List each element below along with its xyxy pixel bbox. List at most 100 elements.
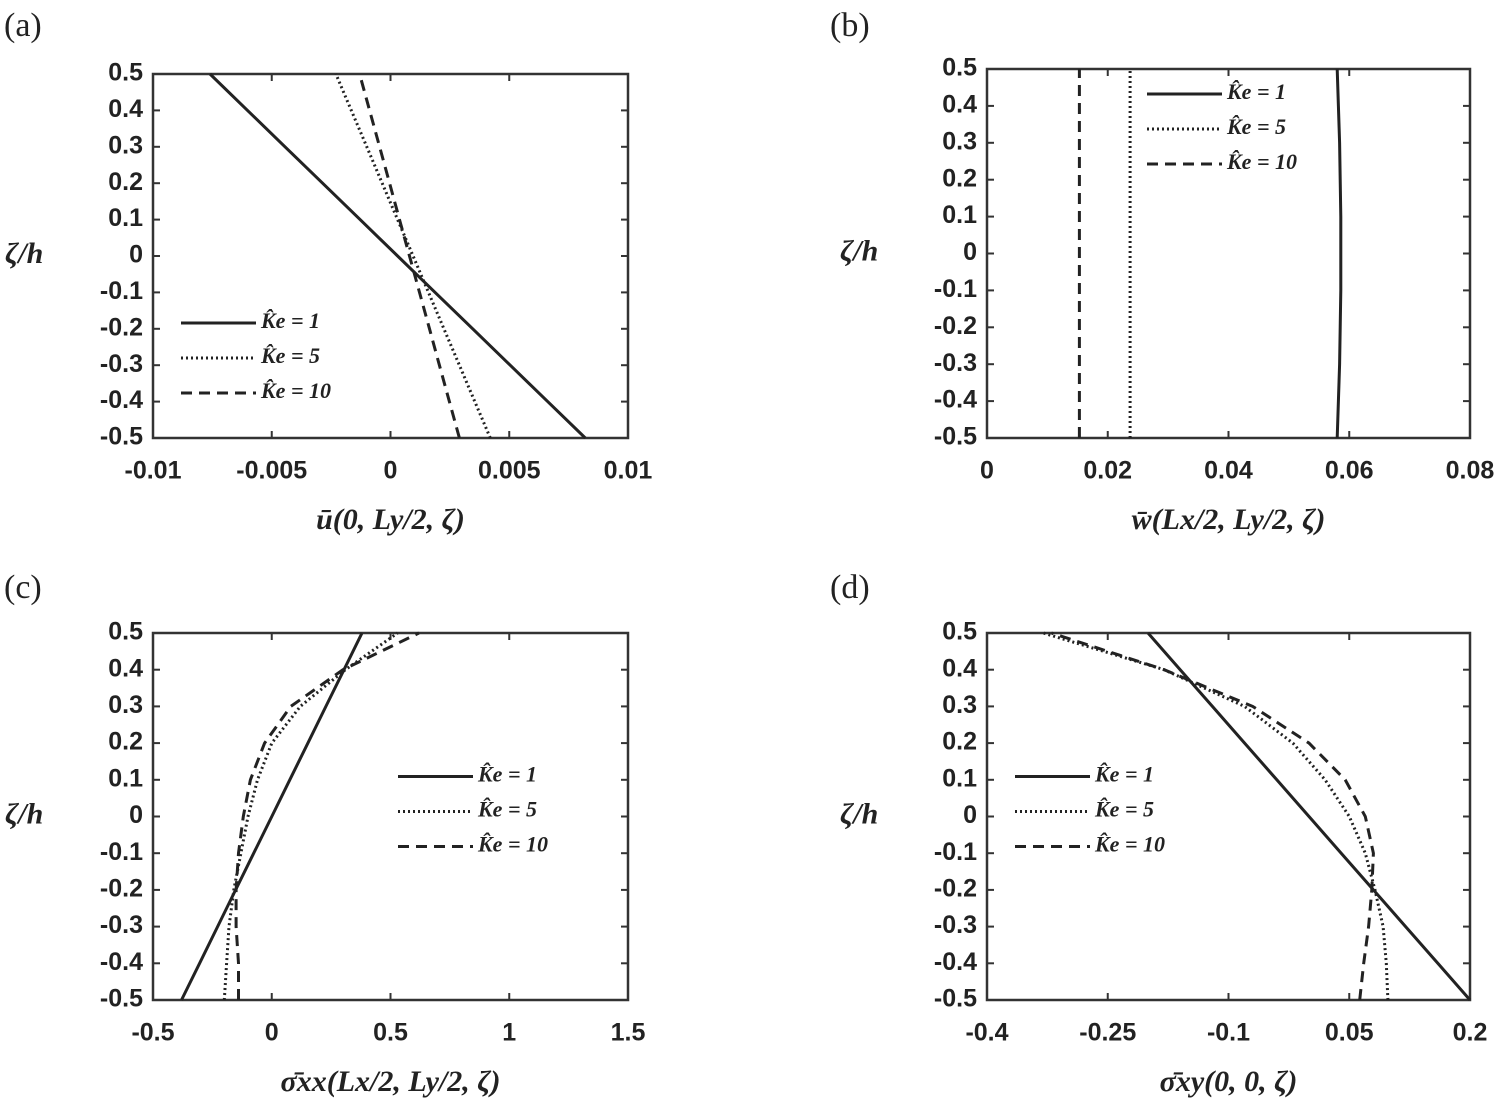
x-tick-label: 0.005	[478, 457, 541, 485]
series-line	[358, 73, 461, 439]
y-tick-label: 0.4	[108, 654, 143, 682]
y-tick-label: 0.5	[942, 54, 977, 82]
x-tick-label: 0.08	[1446, 457, 1495, 485]
panel-label: (c)	[4, 569, 42, 606]
y-tick-label: -0.5	[100, 985, 143, 1013]
y-tick-label: -0.3	[934, 911, 977, 939]
y-tick-label: -0.5	[934, 423, 977, 451]
y-tick-label: 0.3	[108, 131, 143, 159]
y-tick-label: -0.5	[100, 423, 143, 451]
x-tick-label: -0.25	[1079, 1019, 1136, 1047]
y-axis-label: ζ/h	[840, 234, 878, 267]
series-line	[1335, 68, 1343, 439]
legend-label: K̂e = 5	[477, 797, 537, 822]
x-tick-label: 0	[384, 457, 398, 485]
y-tick-label: -0.4	[934, 948, 977, 976]
y-tick-label: -0.4	[100, 948, 143, 976]
series-line	[1042, 631, 1390, 1001]
y-tick-label: 0.1	[108, 764, 143, 792]
legend-label: K̂e = 10	[1094, 832, 1165, 857]
y-tick-label: -0.2	[100, 875, 143, 903]
legend-label: K̂e = 1	[1226, 79, 1286, 104]
x-tick-label: 0.5	[373, 1019, 408, 1047]
panel-label: (b)	[830, 7, 870, 44]
x-axis-label: w̄(Lx/2, Ly/2, ζ)	[1132, 503, 1326, 536]
y-tick-label: 0	[129, 241, 143, 269]
y-tick-label: 0.2	[942, 164, 977, 192]
y-tick-label: 0.2	[108, 728, 143, 756]
y-axis-label: ζ/h	[5, 237, 43, 270]
y-tick-label: 0.3	[108, 691, 143, 719]
legend-label: K̂e = 5	[1226, 114, 1286, 139]
y-tick-label: -0.1	[100, 277, 143, 305]
y-tick-label: -0.1	[934, 838, 977, 866]
plot-frame	[151, 631, 630, 1002]
x-tick-label: -0.5	[131, 1019, 174, 1047]
y-tick-label: -0.4	[934, 386, 977, 414]
series-line	[234, 631, 420, 1000]
y-tick-label: 0.1	[942, 764, 977, 792]
y-axis-label: ζ/h	[840, 797, 878, 830]
x-tick-label: 0.06	[1325, 457, 1374, 485]
plot-frame	[985, 631, 1472, 1002]
x-tick-label: 1	[502, 1019, 516, 1047]
y-tick-label: 0.3	[942, 127, 977, 155]
x-tick-label: 0.05	[1325, 1019, 1374, 1047]
y-tick-label: 0.5	[108, 59, 143, 87]
y-tick-label: -0.3	[934, 349, 977, 377]
y-tick-label: 0.2	[108, 168, 143, 196]
series-line	[334, 73, 492, 439]
y-tick-label: -0.1	[934, 275, 977, 303]
series-line	[1050, 631, 1375, 1001]
y-tick-label: -0.2	[934, 875, 977, 903]
y-tick-label: 0	[129, 801, 143, 829]
series-line	[208, 72, 587, 440]
legend-label: K̂e = 1	[477, 762, 537, 787]
legend-label: K̂e = 10	[260, 378, 331, 403]
panel-label: (a)	[4, 7, 42, 44]
legend-label: K̂e = 5	[1094, 797, 1154, 822]
series-line	[180, 632, 364, 1001]
x-tick-label: 0	[265, 1019, 279, 1047]
plot-frame	[151, 72, 630, 440]
y-tick-label: 0.1	[942, 201, 977, 229]
y-tick-label: 0.5	[108, 618, 143, 646]
y-tick-label: -0.3	[100, 911, 143, 939]
x-tick-label: 0.02	[1083, 457, 1132, 485]
y-tick-label: 0.4	[108, 95, 143, 123]
x-tick-label: 0	[980, 457, 994, 485]
x-tick-label: 0.04	[1204, 457, 1253, 485]
x-axis-label: ū(0, Ly/2, ζ)	[316, 503, 465, 536]
y-axis-label: ζ/h	[5, 797, 43, 830]
y-tick-label: -0.2	[100, 313, 143, 341]
legend-label: K̂e = 5	[260, 343, 320, 368]
legend-label: K̂e = 10	[1226, 149, 1297, 174]
legend-label: K̂e = 10	[477, 832, 548, 857]
x-tick-label: -0.01	[125, 457, 182, 485]
x-axis-label: σ̄xy(0, 0, ζ)	[1160, 1065, 1298, 1098]
y-tick-label: 0.4	[942, 654, 977, 682]
legend-label: K̂e = 1	[260, 308, 320, 333]
y-tick-label: 0	[963, 238, 977, 266]
x-tick-label: -0.005	[236, 457, 307, 485]
y-tick-label: 0.5	[942, 618, 977, 646]
y-tick-label: 0.3	[942, 691, 977, 719]
legend-label: K̂e = 1	[1094, 762, 1154, 787]
y-tick-label: -0.3	[100, 350, 143, 378]
x-tick-label: -0.1	[1207, 1019, 1250, 1047]
y-tick-label: -0.4	[100, 386, 143, 414]
y-tick-label: 0.4	[942, 91, 977, 119]
x-axis-label: σ̄xx(Lx/2, Ly/2, ζ)	[281, 1065, 501, 1098]
panel-label: (d)	[830, 569, 870, 606]
y-tick-label: 0	[963, 801, 977, 829]
x-tick-label: 1.5	[611, 1019, 646, 1047]
y-tick-label: -0.5	[934, 985, 977, 1013]
series-line	[222, 631, 399, 1001]
series-line	[1146, 632, 1472, 1001]
y-tick-label: -0.1	[100, 838, 143, 866]
x-tick-label: 0.2	[1453, 1019, 1488, 1047]
y-tick-label: 0.1	[108, 204, 143, 232]
x-tick-label: -0.4	[965, 1019, 1008, 1047]
y-tick-label: 0.2	[942, 728, 977, 756]
